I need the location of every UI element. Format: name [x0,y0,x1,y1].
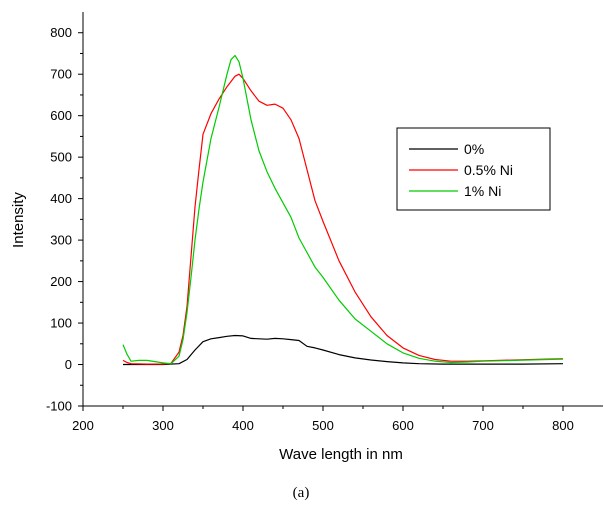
y-tick-label: 400 [50,191,72,206]
legend-label-0: 0% [464,141,484,157]
figure-caption: (a) [293,485,310,501]
legend-box [396,127,551,211]
y-tick-label: 800 [50,25,72,40]
x-tick-label: 200 [72,418,94,433]
series-line-0 [123,334,564,366]
legend: 0% 0.5% Ni 1% Ni [396,127,551,211]
y-tick-label: 500 [50,150,72,165]
y-tick-label: -100 [46,399,72,414]
series-line-1 [122,73,564,365]
x-tick-label: 500 [312,418,334,433]
x-tick-label: 300 [152,418,174,433]
y-tick-label: 300 [50,233,72,248]
x-tick-label: 800 [552,418,574,433]
axes [82,12,603,407]
legend-label-2: 1% Ni [464,183,501,199]
x-axis-title: Wave length in nm [279,446,403,463]
x-tick-label: 400 [232,418,254,433]
ticks: 200 300 400 500 600 700 800 -100 0 100 200 300 400 50… [46,25,574,433]
y-tick-label: 600 [50,108,72,123]
series-line-2 [122,54,564,365]
legend-label-1: 0.5% Ni [464,162,513,178]
x-tick-label: 600 [392,418,414,433]
series-lines [122,54,564,366]
y-axis-title: Intensity [10,192,27,248]
y-tick-label: 200 [50,274,72,289]
x-tick-label: 700 [472,418,494,433]
y-tick-label: 0 [65,357,72,372]
y-tick-label: 100 [50,316,72,331]
y-tick-label: 700 [50,67,72,82]
